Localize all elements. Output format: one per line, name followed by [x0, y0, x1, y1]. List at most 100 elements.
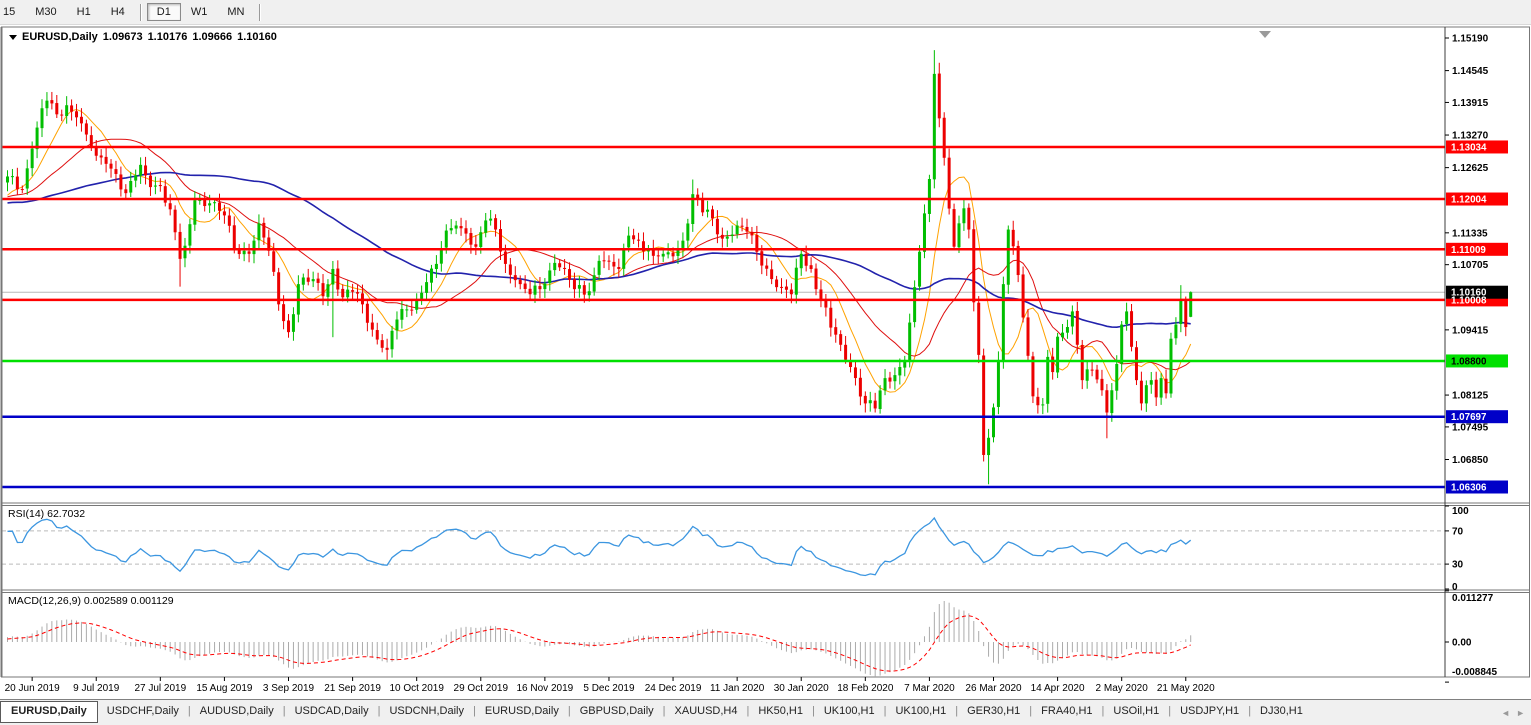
candle-bear [89, 135, 93, 147]
chart-symbol: EURUSD,Daily [22, 31, 98, 43]
price-tick-label: 1.15190 [1452, 34, 1489, 45]
timeframe-button-h1[interactable]: H1 [76, 6, 91, 18]
date-label: 14 Apr 2020 [1031, 683, 1085, 694]
candle-bear [84, 123, 88, 135]
rsi-panel[interactable] [2, 516, 1445, 577]
candle-bear [464, 228, 468, 234]
candle-bull [1149, 380, 1153, 385]
level-price-label-text: 1.13034 [1451, 142, 1487, 153]
price-axis[interactable] [1445, 37, 1508, 494]
tab-usdcad-daily[interactable]: USDCAD,Daily [294, 705, 369, 717]
candle-bull [1120, 324, 1124, 364]
candle-bear [977, 302, 981, 355]
tab-gbpusd-daily[interactable]: GBPUSD,Daily [579, 705, 654, 717]
chart-title[interactable]: EURUSD,Daily 1.09673 1.10176 1.09666 1.1… [9, 31, 277, 43]
candle-bear [1095, 369, 1099, 380]
candle-bear [942, 117, 946, 158]
candle-bull [291, 314, 295, 332]
candle-bull [6, 176, 9, 183]
tab-hk50-h1[interactable]: HK50,H1 [758, 705, 803, 717]
candle-bear [671, 252, 675, 257]
rsi-scale-label: 30 [1452, 560, 1464, 571]
candle-bear [780, 286, 784, 288]
candle-bear [114, 169, 118, 174]
tab-usdjpy-h1[interactable]: USDJPY,H1 [1180, 705, 1240, 717]
candle-bull [1001, 284, 1005, 361]
timeframe-button-15[interactable]: 15 [3, 6, 16, 18]
candle-bear [789, 289, 793, 295]
candle-bear [148, 175, 152, 188]
candle-bear [168, 203, 172, 210]
rsi-line [7, 516, 1192, 577]
candle-bull [400, 308, 404, 320]
tab-separator: | [811, 705, 815, 717]
candle-bull [1125, 311, 1129, 324]
candle-bull [444, 230, 448, 248]
date-label: 10 Oct 2019 [389, 683, 444, 694]
candle-bull [927, 179, 931, 214]
candle-bull [346, 289, 350, 298]
candle-bull [129, 180, 133, 193]
candle-bear [1164, 378, 1168, 394]
candle-bull [326, 284, 330, 297]
candle-bear [277, 272, 281, 305]
timeframe-button-m30[interactable]: M30 [35, 6, 57, 18]
candle-bear [316, 278, 320, 283]
timeframe-button-w1[interactable]: W1 [190, 6, 208, 18]
candle-bear [607, 260, 611, 262]
tab-eurusd-daily[interactable]: EURUSD,Daily [484, 705, 559, 717]
date-label: 15 Aug 2019 [196, 683, 253, 694]
tab-separator: | [1101, 705, 1105, 717]
tab-fra40-h1[interactable]: FRA40,H1 [1041, 705, 1093, 717]
candle-bull [706, 209, 710, 212]
level-price-label [1446, 410, 1508, 424]
candle-bull [213, 202, 217, 204]
timeframe-button-d1[interactable]: D1 [146, 3, 181, 21]
tab-uk100-h1[interactable]: UK100,H1 [895, 705, 947, 717]
candle-bear [1016, 245, 1020, 276]
level-price-label-text: 1.10008 [1451, 295, 1487, 306]
candle-bear [15, 176, 19, 190]
chart-shift-marker-icon[interactable] [1259, 31, 1271, 38]
candle-bull [188, 224, 192, 246]
candle-bull [153, 185, 157, 187]
tab-usdchf-daily[interactable]: USDCHF,Daily [106, 705, 179, 717]
tab-ger30-h1[interactable]: GER30,H1 [967, 705, 1021, 717]
timeframe-button-h4[interactable]: H4 [110, 6, 125, 18]
timeframe-button-mn[interactable]: MN [227, 6, 245, 18]
price-tick-label: 1.08125 [1452, 391, 1489, 402]
chart-dropdown-icon[interactable] [9, 34, 17, 40]
rsi-scale-label: 100 [1452, 506, 1469, 517]
tab-audusd-daily[interactable]: AUDUSD,Daily [199, 705, 274, 717]
candle-bear [617, 266, 621, 269]
candle-bull [390, 330, 394, 350]
date-axis[interactable] [31, 677, 1187, 681]
candle-bull [543, 283, 547, 290]
main-price-panel[interactable] [2, 50, 1445, 489]
candle-bear [528, 288, 532, 295]
candle-bear [459, 226, 463, 229]
candle-bull [913, 287, 917, 323]
tab-scroll-right-icon[interactable]: ► [1516, 708, 1525, 718]
date-label: 5 Dec 2019 [583, 683, 635, 694]
candle-bull [666, 252, 670, 255]
tab-uk100-h1[interactable]: UK100,H1 [823, 705, 875, 717]
candle-bull [425, 282, 429, 293]
macd-panel[interactable] [7, 601, 1192, 677]
tab-xauusd-h4[interactable]: XAUUSD,H4 [674, 705, 738, 717]
candle-bull [1179, 300, 1183, 325]
candle-bear [1105, 390, 1109, 413]
candle-bear [755, 234, 759, 252]
candle-bear [809, 265, 813, 269]
chart-canvas[interactable]: 1.15190 1.14545 1.13915 1.13270 1.12625 1.113… [0, 25, 1531, 699]
tab-scroll-left-icon[interactable]: ◄ [1501, 708, 1511, 718]
tab-usoil-h1[interactable]: USOil,H1 [1113, 705, 1160, 717]
candle-bear [1184, 300, 1188, 328]
candle-bear [775, 279, 779, 288]
price-tick-label: 1.12625 [1452, 163, 1489, 174]
tab-eurusd-daily[interactable]: EURUSD,Daily [0, 701, 98, 723]
candle-bear [888, 377, 892, 382]
candle-bear [765, 265, 769, 269]
tab-usdcnh-daily[interactable]: USDCNH,Daily [389, 705, 464, 717]
tab-dj30-h1[interactable]: DJ30,H1 [1260, 705, 1303, 717]
